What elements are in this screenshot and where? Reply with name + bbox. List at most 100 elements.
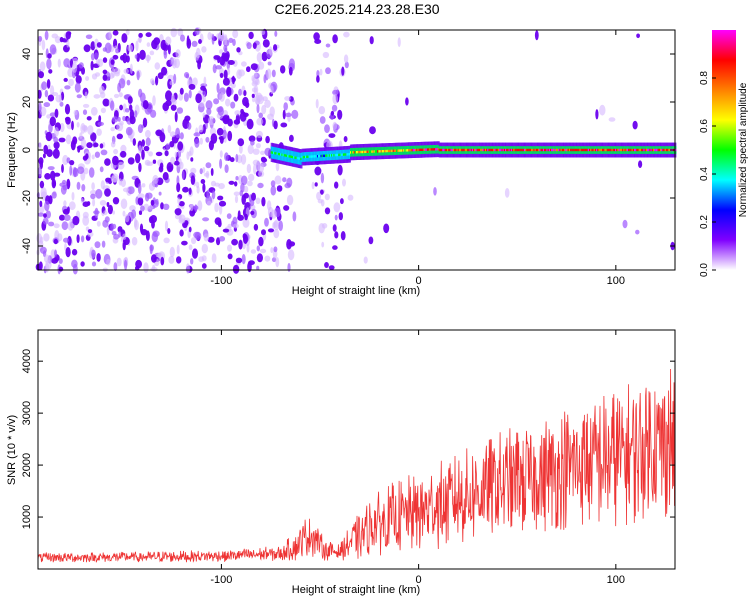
spectrogram-noise-cell (218, 200, 227, 207)
spectrogram-signal-core (610, 148, 613, 152)
spectrogram-noise-cell (284, 112, 292, 118)
spectrogram-noise-cell (251, 192, 256, 201)
spectrogram-noise-cell (256, 117, 264, 126)
spectrogram-signal-core (439, 148, 443, 152)
spectrogram-noise-cell (129, 109, 135, 120)
spectrogram-y-ticks: -40 -20 0 20 40 (21, 48, 675, 254)
spectrogram-signal-core (454, 148, 457, 152)
spectrogram-noise-cell (110, 223, 114, 232)
spectrogram-noise-cell (80, 198, 84, 204)
spectrogram-noise-cell (260, 29, 266, 35)
spectrogram-noise-cell (104, 216, 110, 223)
spectrogram-noise-cell (144, 159, 151, 166)
spectrogram-signal-core (479, 148, 482, 152)
spectrogram-signal-core (357, 150, 360, 154)
spectrogram-signal-core (455, 148, 458, 152)
spectrogram-noise-cell (41, 39, 46, 51)
spectrogram-noise-cell (47, 166, 55, 171)
spectrogram-noise-cell (595, 109, 599, 120)
spectrogram-noise-cell (80, 261, 85, 267)
spectrogram-noise-cell (255, 197, 261, 205)
spectrogram-noise-cell (246, 118, 254, 130)
spectrogram-noise-cell (42, 217, 49, 225)
spectrogram-noise-cell (243, 90, 247, 97)
spectrogram-noise-cell (153, 37, 161, 45)
spectrogram-noise-cell (262, 39, 270, 48)
spectrogram-noise-cell (127, 157, 135, 165)
spectrogram-signal-core (384, 149, 387, 153)
spectrogram-noise-cell (143, 145, 150, 152)
spectrogram-noise-cell (58, 258, 63, 264)
spectrogram-noise-cell (321, 241, 325, 248)
spectrogram-noise-cell (184, 115, 191, 122)
spectrogram-signal-core (277, 152, 280, 156)
spectrogram-noise-cell (170, 104, 177, 111)
spectrogram-noise-cell (256, 52, 263, 63)
spectrogram-noise-cell (188, 89, 192, 99)
spectrogram-noise-cell (258, 170, 265, 178)
spectrogram-noise-cell (334, 231, 339, 239)
spectrogram-noise-cell (188, 187, 192, 195)
spectrogram-noise-cell (258, 236, 264, 247)
snr-frame (37, 329, 676, 570)
spectrogram-noise-cell (504, 188, 510, 198)
spectrogram-signal-core (502, 148, 505, 152)
spectrogram-noise-cell (227, 244, 232, 252)
spectrogram-signal-core (320, 154, 323, 158)
spectrogram-noise-cell (337, 164, 343, 176)
spectrogram-noise-cell (263, 74, 267, 84)
spectrogram-signal-core (389, 149, 392, 153)
spectrogram-signal-core (463, 148, 466, 152)
spectrogram-noise-cell (82, 109, 88, 115)
spectrogram-signal-core (342, 153, 346, 156)
spectrogram-noise-cell (176, 107, 184, 114)
spectrogram-noise-cell (203, 76, 207, 86)
spectrogram-signal-core (546, 148, 549, 152)
spectrogram-signal-core (460, 148, 463, 152)
spectrogram-noise-cell (57, 233, 63, 242)
spectrogram-signal-core (412, 148, 415, 152)
spectrogram-signal-core (665, 148, 669, 152)
spectrogram-signal-core (580, 148, 583, 152)
spectrogram-signal-core (374, 150, 377, 153)
spectrogram-noise-cell (229, 157, 235, 163)
spectrogram-signal-core (339, 153, 342, 156)
spectrogram-noise-cell (148, 204, 153, 210)
spectrogram-signal-core (559, 148, 562, 152)
spectrogram-noise-cell (116, 133, 124, 140)
spectrogram-noise-cell (262, 96, 268, 102)
spectrogram-noise-cell (218, 204, 223, 215)
spectrogram-noise-cell (77, 146, 81, 153)
spectrogram-noise-cell (272, 222, 276, 229)
spectrogram-noise-cell (342, 178, 346, 187)
spectrogram-noise-cell (169, 131, 176, 138)
spectrogram-noise-cell (314, 166, 322, 176)
spectrogram-noise-cell (179, 229, 184, 237)
spectrogram-noise-cell (223, 69, 228, 80)
spectrogram-signal-core (507, 148, 510, 152)
spectrogram-signal-core (637, 148, 640, 152)
spectrogram-signal-core (461, 148, 464, 152)
spectrogram-noise-cell (242, 233, 247, 240)
spectrogram-noise-cell (244, 213, 248, 221)
spectrogram-signal-core (568, 148, 572, 152)
spectrogram-noise-cell (76, 94, 83, 99)
spectrogram-noise-cell (201, 263, 207, 269)
spectrogram-signal-core (303, 155, 306, 159)
spectrogram-signal-core (657, 148, 660, 152)
spectrogram-signal-core (496, 148, 499, 152)
spectrogram-noise-cell (270, 247, 274, 254)
spectrogram-noise-cell (237, 138, 245, 147)
spectrogram-signal-core (523, 148, 527, 152)
spectrogram-signal-core (464, 148, 467, 152)
spectrogram-noise-cell (90, 132, 97, 142)
spectrogram-noise-cell (169, 246, 175, 258)
spectrogram-noise-cell (53, 141, 60, 150)
spectrogram-noise-cell (320, 172, 325, 184)
spectrogram-noise-cell (233, 191, 240, 196)
spectrogram-noise-cell (222, 228, 230, 233)
spectrogram-noise-cell (39, 180, 45, 189)
spectrogram-noise-cell (369, 126, 376, 135)
spectrogram-noise-cell (37, 212, 45, 217)
spectrogram-noise-cell (138, 210, 143, 215)
